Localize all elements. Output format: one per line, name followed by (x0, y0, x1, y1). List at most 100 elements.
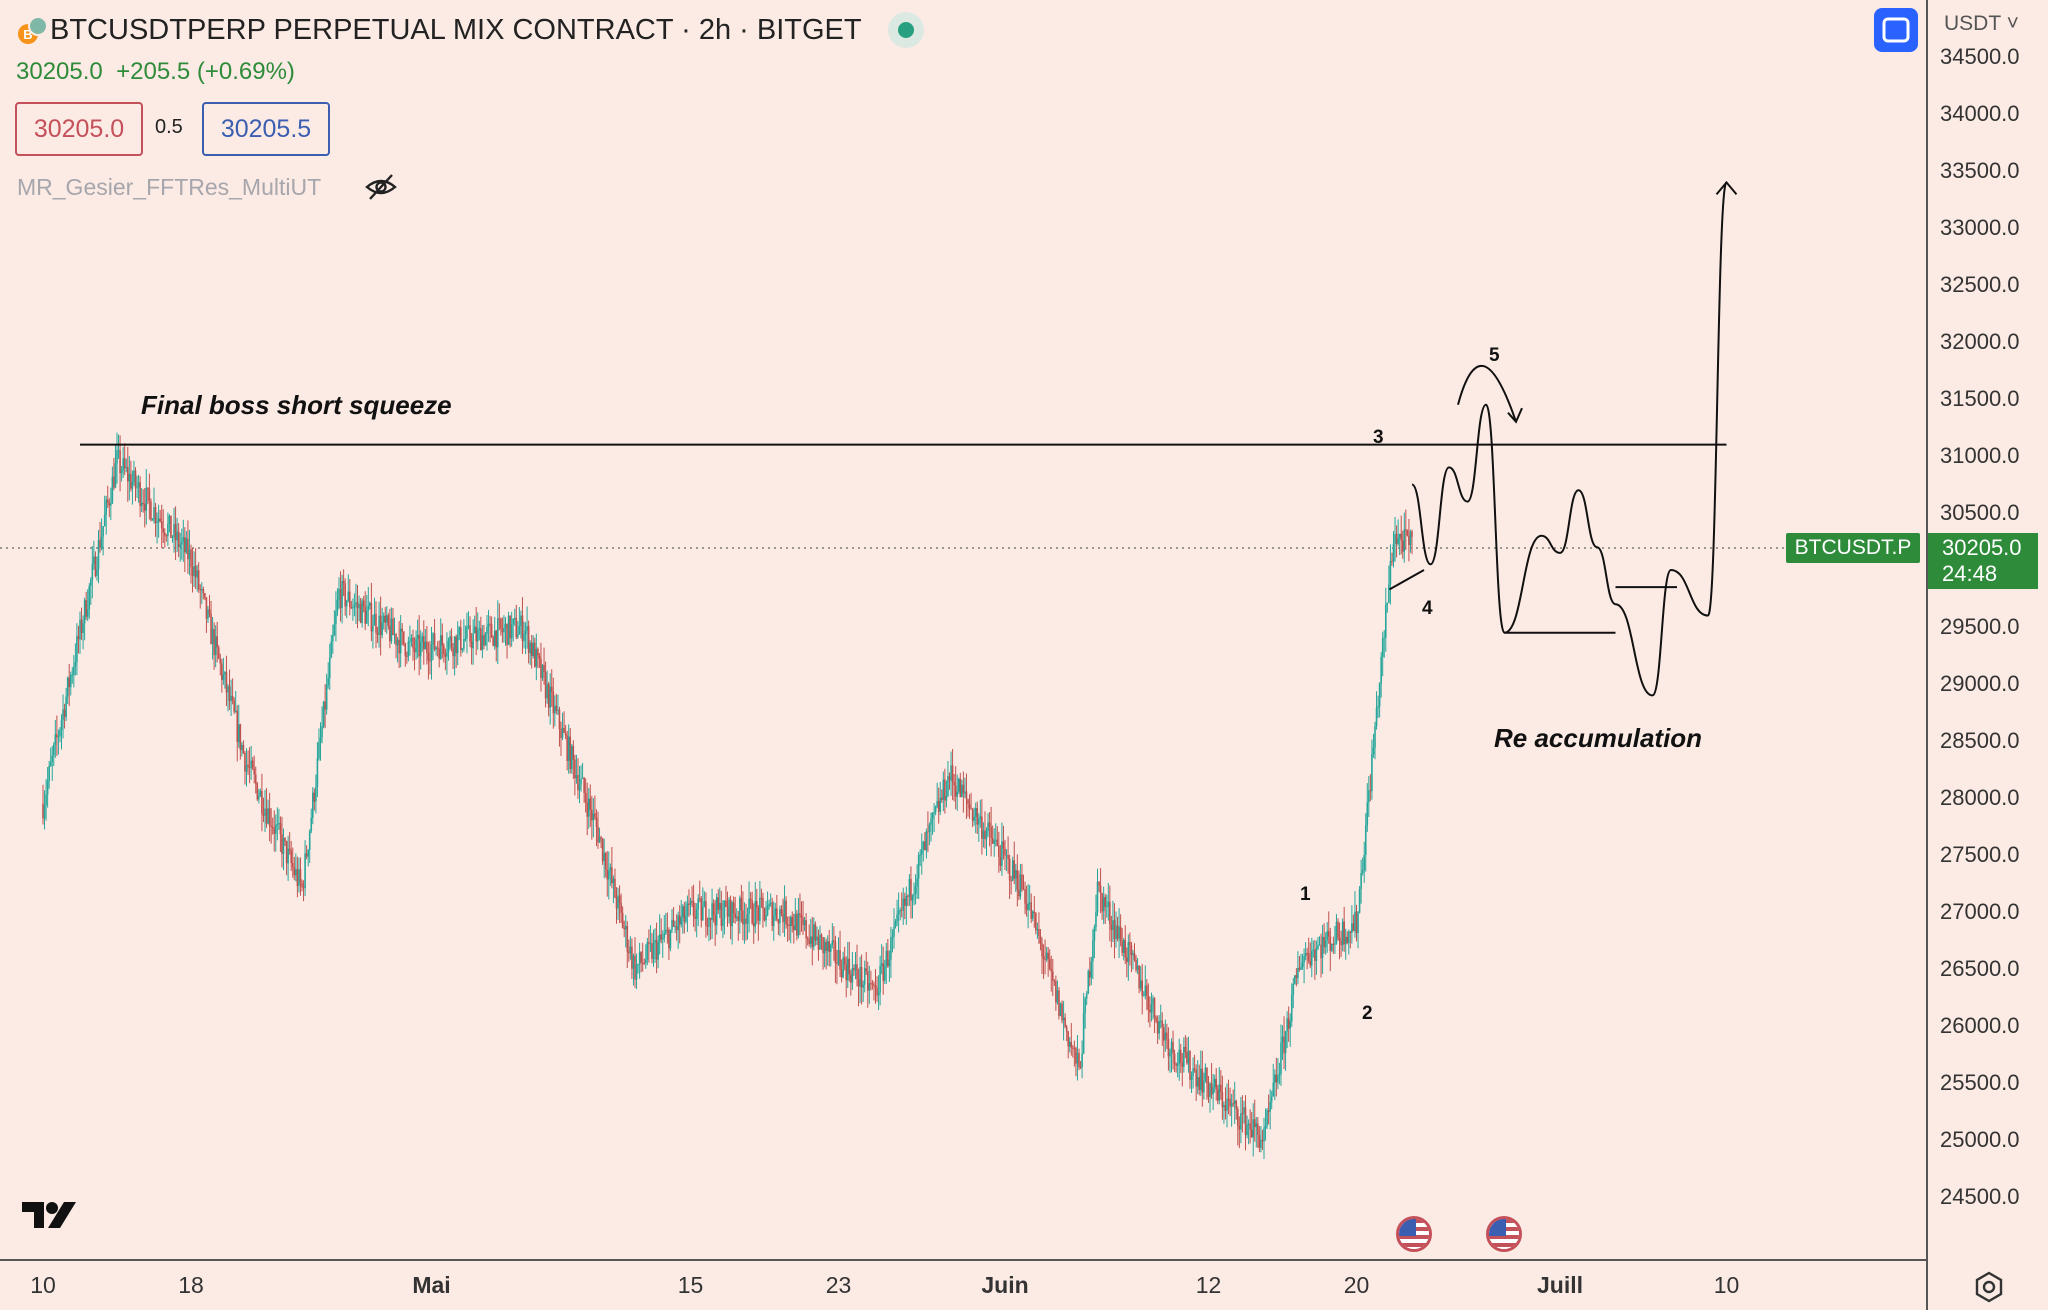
candle-body (703, 901, 706, 907)
sell-button[interactable]: 30205.0 (15, 102, 143, 156)
settings-icon[interactable] (1972, 1270, 2006, 1304)
candle-body (1152, 998, 1154, 1005)
candle-body (1062, 1017, 1065, 1021)
candle-body (558, 709, 561, 730)
candle-body (114, 463, 117, 488)
candle-body (1138, 965, 1140, 989)
candle-body (147, 487, 149, 489)
candle-body (196, 570, 198, 578)
candle-body (1391, 561, 1393, 563)
candle-body (797, 913, 800, 936)
eye-off-icon[interactable] (364, 172, 398, 202)
price-tick: 26000.0 (1940, 1013, 2020, 1038)
candle-body (541, 664, 544, 679)
candle-body (69, 675, 72, 688)
price-tick: 29000.0 (1940, 671, 2020, 696)
candle-body (1267, 1110, 1270, 1112)
candle-body (715, 897, 718, 926)
candle-body (427, 652, 430, 661)
candle-body (944, 779, 946, 801)
candle-body (1164, 1032, 1167, 1041)
candle-body (1383, 637, 1386, 639)
wave-label-2: 2 (1362, 1003, 1373, 1024)
candle-body (77, 636, 80, 640)
candle-body (563, 727, 565, 734)
candle-body (624, 925, 627, 930)
candle-body (1286, 1018, 1288, 1032)
candle-body (1249, 1123, 1251, 1130)
candle-body (1380, 656, 1382, 684)
candle-body (496, 618, 499, 648)
candle-body (614, 878, 616, 898)
candle-body (1343, 921, 1345, 945)
candle-body (1236, 1109, 1239, 1126)
candle-body (45, 794, 47, 806)
us-flag-icon[interactable] (1396, 1216, 1432, 1252)
candle-body (492, 637, 494, 646)
candle-body (1372, 747, 1375, 755)
candle-body (908, 878, 911, 897)
symbol-title[interactable]: BTCUSDTPERP PERPETUAL MIX CONTRACT · 2h … (50, 13, 862, 46)
candle-body (214, 636, 217, 656)
candle-body (544, 671, 547, 699)
candle-body (1377, 706, 1379, 708)
buy-button[interactable]: 30205.5 (202, 102, 330, 156)
candle-body (535, 648, 538, 667)
candle-body (853, 968, 855, 971)
time-tick: 10 (30, 1272, 56, 1298)
status-dot-icon[interactable] (887, 12, 924, 48)
candle-body (1025, 903, 1028, 910)
candle-body (367, 605, 370, 611)
candle-body (73, 666, 75, 675)
candle-body (1246, 1124, 1248, 1136)
candle-body (575, 775, 578, 779)
candle-body (1042, 956, 1045, 959)
candle-body (739, 897, 741, 921)
candle-body (796, 913, 798, 936)
candle-body (512, 618, 515, 625)
candle-body (1240, 1113, 1242, 1130)
candle-body (919, 854, 922, 856)
candle-body (234, 710, 237, 712)
candle-body (194, 565, 197, 578)
candle-body (1341, 921, 1344, 946)
candle-body (574, 759, 576, 779)
candle-body (940, 797, 943, 800)
candle-body (145, 487, 148, 511)
candle-body (213, 629, 215, 656)
candle-body (99, 540, 101, 548)
candle-body (179, 544, 182, 547)
candle-body (216, 636, 219, 648)
candle-body (629, 946, 632, 954)
candle-body (1355, 911, 1358, 934)
candle-body (160, 521, 163, 529)
candle-body (315, 786, 317, 802)
candle-body (1398, 533, 1401, 538)
candle-body (826, 941, 829, 951)
candle-body (1166, 1032, 1168, 1039)
candle-body (93, 556, 95, 565)
us-flag-icon[interactable] (1486, 1216, 1522, 1252)
currency-selector[interactable]: USDT ˅ (1944, 12, 2019, 35)
candle-body (199, 589, 202, 591)
candle-body (1361, 870, 1364, 874)
candle-body (313, 792, 316, 802)
expand-icon[interactable] (1874, 8, 1918, 52)
candle-body (985, 831, 988, 840)
candle-body (1358, 888, 1361, 913)
candle-body (410, 637, 413, 642)
candle-body (310, 817, 313, 832)
indicator-name[interactable]: MR_Gesier_FFTRes_MultiUT (17, 174, 322, 200)
candle-body (672, 920, 675, 927)
candle-body (1001, 841, 1003, 866)
candle-body (1092, 940, 1094, 962)
candle-body (718, 903, 721, 910)
candle-body (338, 588, 340, 600)
candle-body (1102, 897, 1105, 912)
candle-body (1061, 1003, 1063, 1021)
candle-body (720, 903, 723, 926)
candle-body (1294, 975, 1296, 985)
candle-body (1261, 1139, 1264, 1142)
tradingview-logo-icon[interactable] (20, 1200, 78, 1230)
